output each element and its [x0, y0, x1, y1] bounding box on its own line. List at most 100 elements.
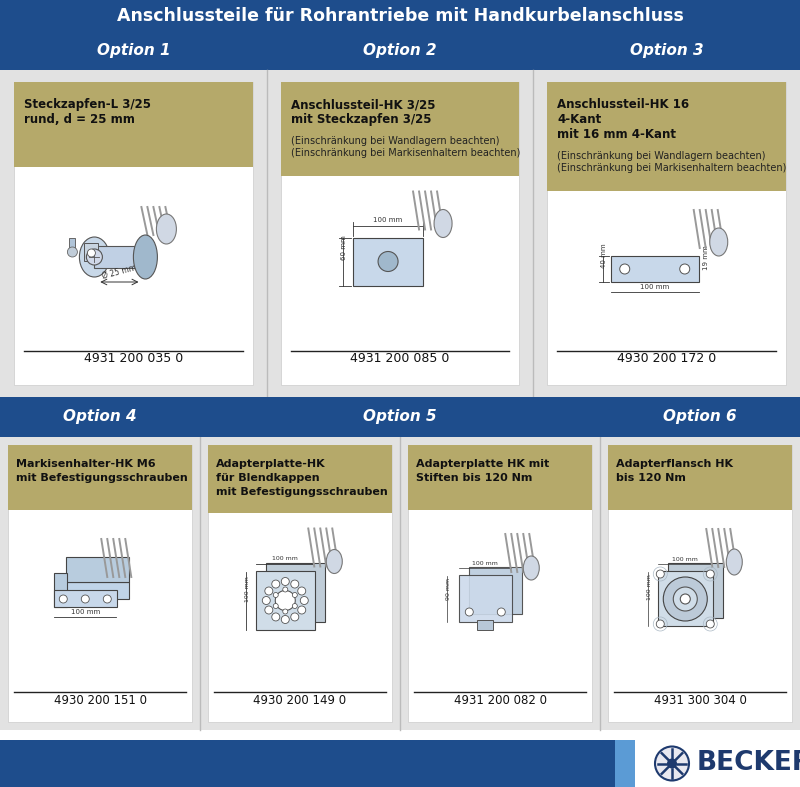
Circle shape: [663, 577, 707, 621]
Bar: [8, 445, 192, 722]
Bar: [635, 740, 800, 787]
Bar: [459, 575, 512, 622]
Bar: [54, 590, 118, 607]
Bar: [0, 0, 800, 32]
Text: Anschlussteile für Rohrantriebe mit Handkurbelanschluss: Anschlussteile für Rohrantriebe mit Hand…: [117, 7, 683, 25]
Circle shape: [680, 264, 690, 274]
Circle shape: [680, 594, 690, 604]
Ellipse shape: [282, 609, 288, 614]
Bar: [0, 740, 615, 787]
Text: mit Befestigungsschrauben: mit Befestigungsschrauben: [216, 487, 388, 497]
Text: mit 16 mm 4-Kant: mit 16 mm 4-Kant: [558, 128, 676, 141]
Ellipse shape: [87, 249, 95, 257]
Ellipse shape: [282, 615, 290, 623]
Bar: [0, 397, 800, 437]
Bar: [0, 32, 800, 70]
Text: 19 mm: 19 mm: [702, 246, 709, 270]
Circle shape: [498, 608, 506, 616]
Text: 100 mm: 100 mm: [245, 575, 250, 601]
Circle shape: [103, 595, 111, 603]
Circle shape: [706, 570, 714, 578]
Bar: [408, 445, 592, 510]
Ellipse shape: [326, 549, 342, 574]
Bar: [608, 445, 792, 722]
Text: 4930 200 151 0: 4930 200 151 0: [54, 693, 146, 707]
Text: Adapterplatte-HK: Adapterplatte-HK: [216, 459, 326, 469]
Text: mit Steckzapfen 3/25: mit Steckzapfen 3/25: [290, 113, 431, 126]
Bar: [353, 238, 423, 286]
Text: Option 3: Option 3: [630, 43, 703, 58]
Ellipse shape: [274, 604, 278, 608]
Text: bis 120 Nm: bis 120 Nm: [616, 473, 686, 483]
Text: (Einschränkung bei Wandlagern beachten): (Einschränkung bei Wandlagern beachten): [290, 136, 499, 146]
Text: Option 5: Option 5: [363, 409, 437, 424]
Text: mit Befestigungsschrauben: mit Befestigungsschrauben: [16, 473, 188, 483]
Text: 100 mm: 100 mm: [70, 609, 100, 615]
Text: (Einschränkung bei Wandlagern beachten): (Einschränkung bei Wandlagern beachten): [558, 151, 766, 161]
Circle shape: [620, 264, 630, 274]
Text: 4931 200 082 0: 4931 200 082 0: [454, 693, 546, 707]
Circle shape: [378, 252, 398, 272]
Text: 4-Kant: 4-Kant: [558, 113, 602, 126]
Ellipse shape: [298, 606, 306, 614]
Bar: [208, 445, 392, 722]
Ellipse shape: [134, 235, 158, 279]
Bar: [547, 82, 786, 385]
Text: BECKER: BECKER: [697, 751, 800, 777]
Ellipse shape: [265, 587, 273, 595]
Bar: [14, 82, 253, 167]
Text: Option 6: Option 6: [663, 409, 737, 424]
Bar: [408, 445, 592, 722]
Circle shape: [667, 759, 677, 768]
Circle shape: [82, 595, 90, 603]
Text: Option 2: Option 2: [363, 43, 437, 58]
Bar: [547, 82, 786, 191]
Bar: [54, 573, 67, 607]
Ellipse shape: [523, 556, 539, 580]
Text: Ø 25 mm: Ø 25 mm: [102, 263, 138, 281]
Ellipse shape: [79, 237, 110, 277]
Text: 4931 300 304 0: 4931 300 304 0: [654, 693, 746, 707]
Ellipse shape: [292, 593, 298, 597]
Text: 100 mm: 100 mm: [374, 216, 402, 223]
Text: Adapterplatte HK mit: Adapterplatte HK mit: [416, 459, 550, 469]
Text: 90 mm: 90 mm: [446, 578, 450, 600]
Bar: [668, 563, 723, 618]
Ellipse shape: [274, 593, 278, 597]
Circle shape: [655, 747, 689, 781]
Text: 4930 200 149 0: 4930 200 149 0: [254, 693, 346, 707]
Circle shape: [59, 595, 67, 603]
Text: Steckzapfen-L 3/25: Steckzapfen-L 3/25: [24, 98, 151, 111]
Ellipse shape: [300, 597, 308, 604]
Bar: [281, 82, 519, 176]
Bar: [8, 445, 192, 510]
Bar: [470, 567, 522, 614]
Ellipse shape: [86, 249, 102, 265]
Bar: [281, 82, 519, 385]
Text: rund, d = 25 mm: rund, d = 25 mm: [24, 113, 135, 126]
Circle shape: [466, 608, 474, 616]
Ellipse shape: [292, 604, 298, 608]
Bar: [658, 571, 714, 626]
Text: Anschlussteil-HK 16: Anschlussteil-HK 16: [558, 98, 690, 111]
Ellipse shape: [298, 587, 306, 595]
Text: 40 mm: 40 mm: [601, 243, 606, 268]
Text: 4931 200 035 0: 4931 200 035 0: [84, 353, 183, 365]
Ellipse shape: [290, 580, 298, 588]
Text: Stiften bis 120 Nm: Stiften bis 120 Nm: [416, 473, 532, 483]
Text: (Einschränkung bei Markisenhaltern beachten): (Einschränkung bei Markisenhaltern beach…: [290, 148, 520, 158]
Bar: [0, 32, 800, 740]
Bar: [608, 445, 792, 510]
Ellipse shape: [290, 613, 298, 621]
Ellipse shape: [265, 606, 273, 614]
Circle shape: [706, 620, 714, 628]
Text: 4931 200 085 0: 4931 200 085 0: [350, 353, 450, 365]
Text: Anschlussteil-HK 3/25: Anschlussteil-HK 3/25: [290, 98, 435, 111]
Bar: [478, 620, 494, 630]
Bar: [610, 256, 698, 282]
Bar: [266, 563, 326, 622]
Ellipse shape: [262, 597, 270, 604]
Ellipse shape: [157, 214, 176, 244]
Bar: [94, 246, 151, 268]
Bar: [208, 445, 392, 513]
